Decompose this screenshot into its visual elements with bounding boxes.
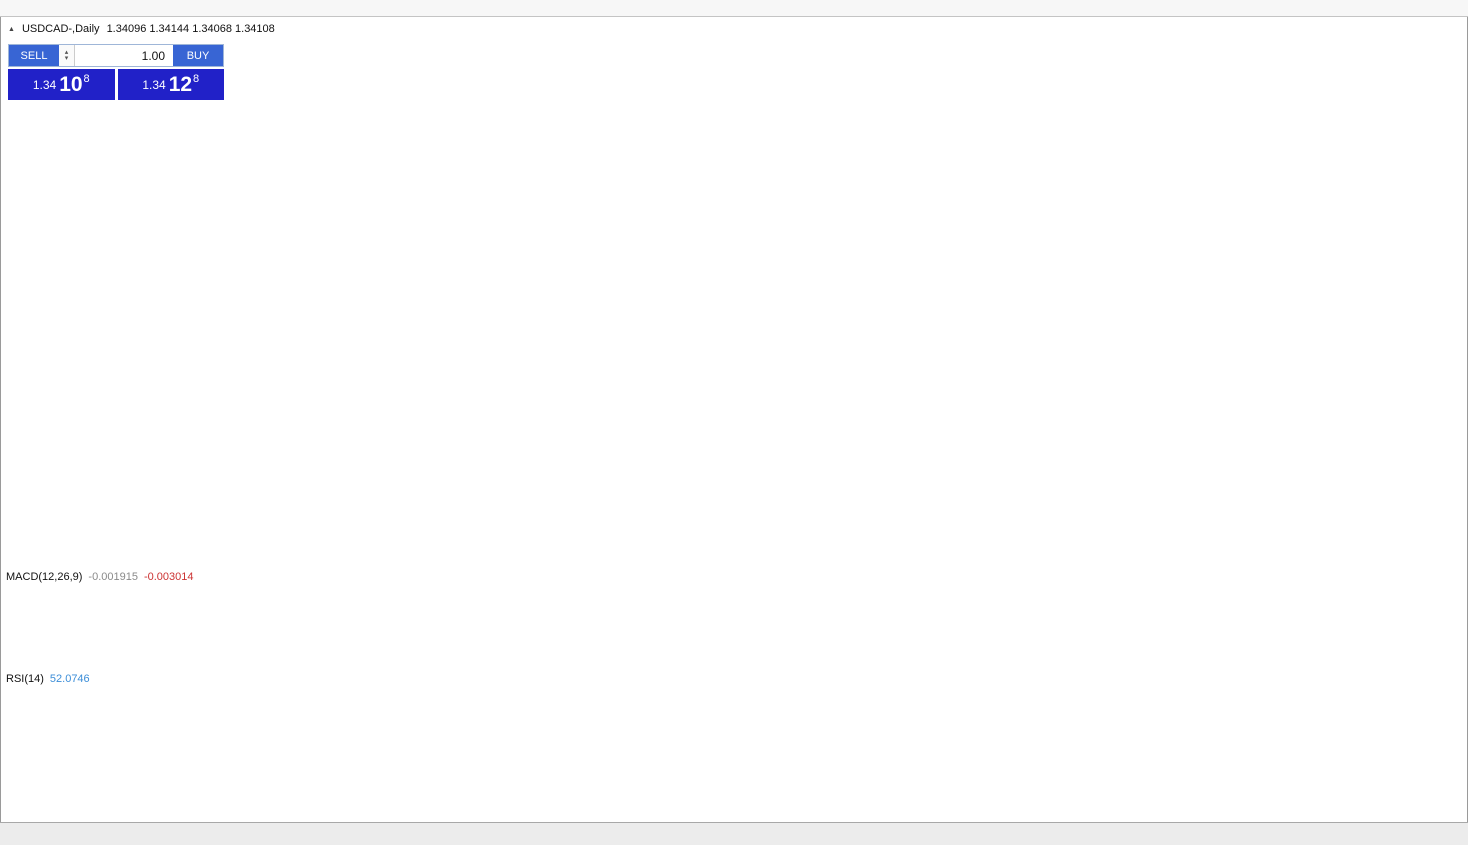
buy-price-main: 12: [168, 73, 193, 96]
chart-area[interactable]: [0, 0, 1468, 822]
buy-button[interactable]: BUY: [173, 45, 223, 66]
sell-price-prefix: 1.34: [32, 77, 57, 92]
rsi-name: RSI(14): [6, 673, 44, 685]
buy-price-button[interactable]: 1.34 12 8: [117, 69, 224, 100]
sell-price-sup: 8: [83, 72, 90, 85]
rsi-value: 52.0746: [49, 673, 90, 685]
chart-symbol-label: USDCAD-,Daily: [21, 23, 100, 35]
macd-signal-value: -0.003014: [143, 571, 194, 583]
sell-price-main: 10: [59, 73, 83, 96]
lot-increase-icon[interactable]: ▴: [64, 48, 69, 56]
lot-stepper[interactable]: ▴ ▾: [59, 45, 75, 66]
timeframe-toolbar: [0, 0, 1468, 17]
chart-tab-bar: [0, 822, 1468, 845]
lot-decrease-icon[interactable]: ▾: [64, 54, 69, 62]
chart-ohlc-values: 1.34096 1.34144 1.34068 1.34108: [106, 23, 275, 35]
macd-name: MACD(12,26,9): [6, 571, 83, 583]
sell-price-button[interactable]: 1.34 10 8: [8, 69, 115, 100]
lot-size-input[interactable]: 1.00: [75, 45, 173, 66]
buy-price-prefix: 1.34: [142, 77, 166, 92]
symbol-arrow-icon: ▲: [8, 25, 15, 33]
macd-indicator-label: MACD(12,26,9) -0.001915 -0.003014: [6, 571, 194, 583]
buy-price-sup: 8: [193, 72, 200, 85]
macd-main-value: -0.001915: [88, 571, 138, 583]
chart-header: ▲ USDCAD-,Daily 1.34096 1.34144 1.34068 …: [8, 23, 275, 35]
one-click-trading-panel: SELL ▴ ▾ 1.00 BUY 1.34 10 8 1.34 12 8: [8, 44, 224, 100]
rsi-indicator-label: RSI(14) 52.0746: [6, 673, 90, 685]
sell-button[interactable]: SELL: [9, 45, 59, 66]
